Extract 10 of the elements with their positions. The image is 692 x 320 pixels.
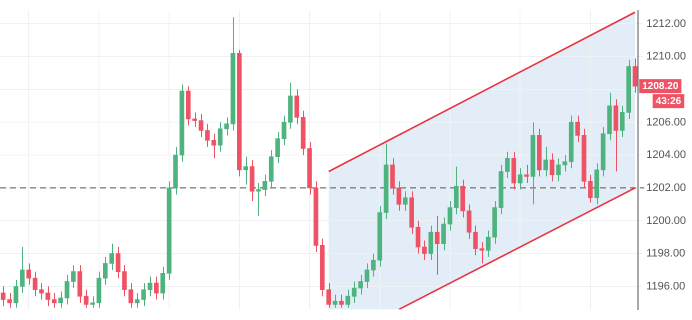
y-tick-label: 1206.00: [646, 116, 686, 128]
y-tick-label: 1200.00: [646, 214, 686, 227]
y-tick-label: 1198.00: [646, 248, 686, 260]
annotation: 1208.20: [642, 80, 679, 92]
y-tick-label: 1210.00: [646, 50, 686, 63]
y-tick-label: 1204.00: [646, 149, 686, 162]
y-tick-label: 1196.00: [646, 280, 686, 292]
text: 43:26: [656, 96, 682, 107]
y-tick-label: 1212.00: [646, 18, 686, 30]
y-tick-label: 1202.00: [646, 182, 686, 194]
